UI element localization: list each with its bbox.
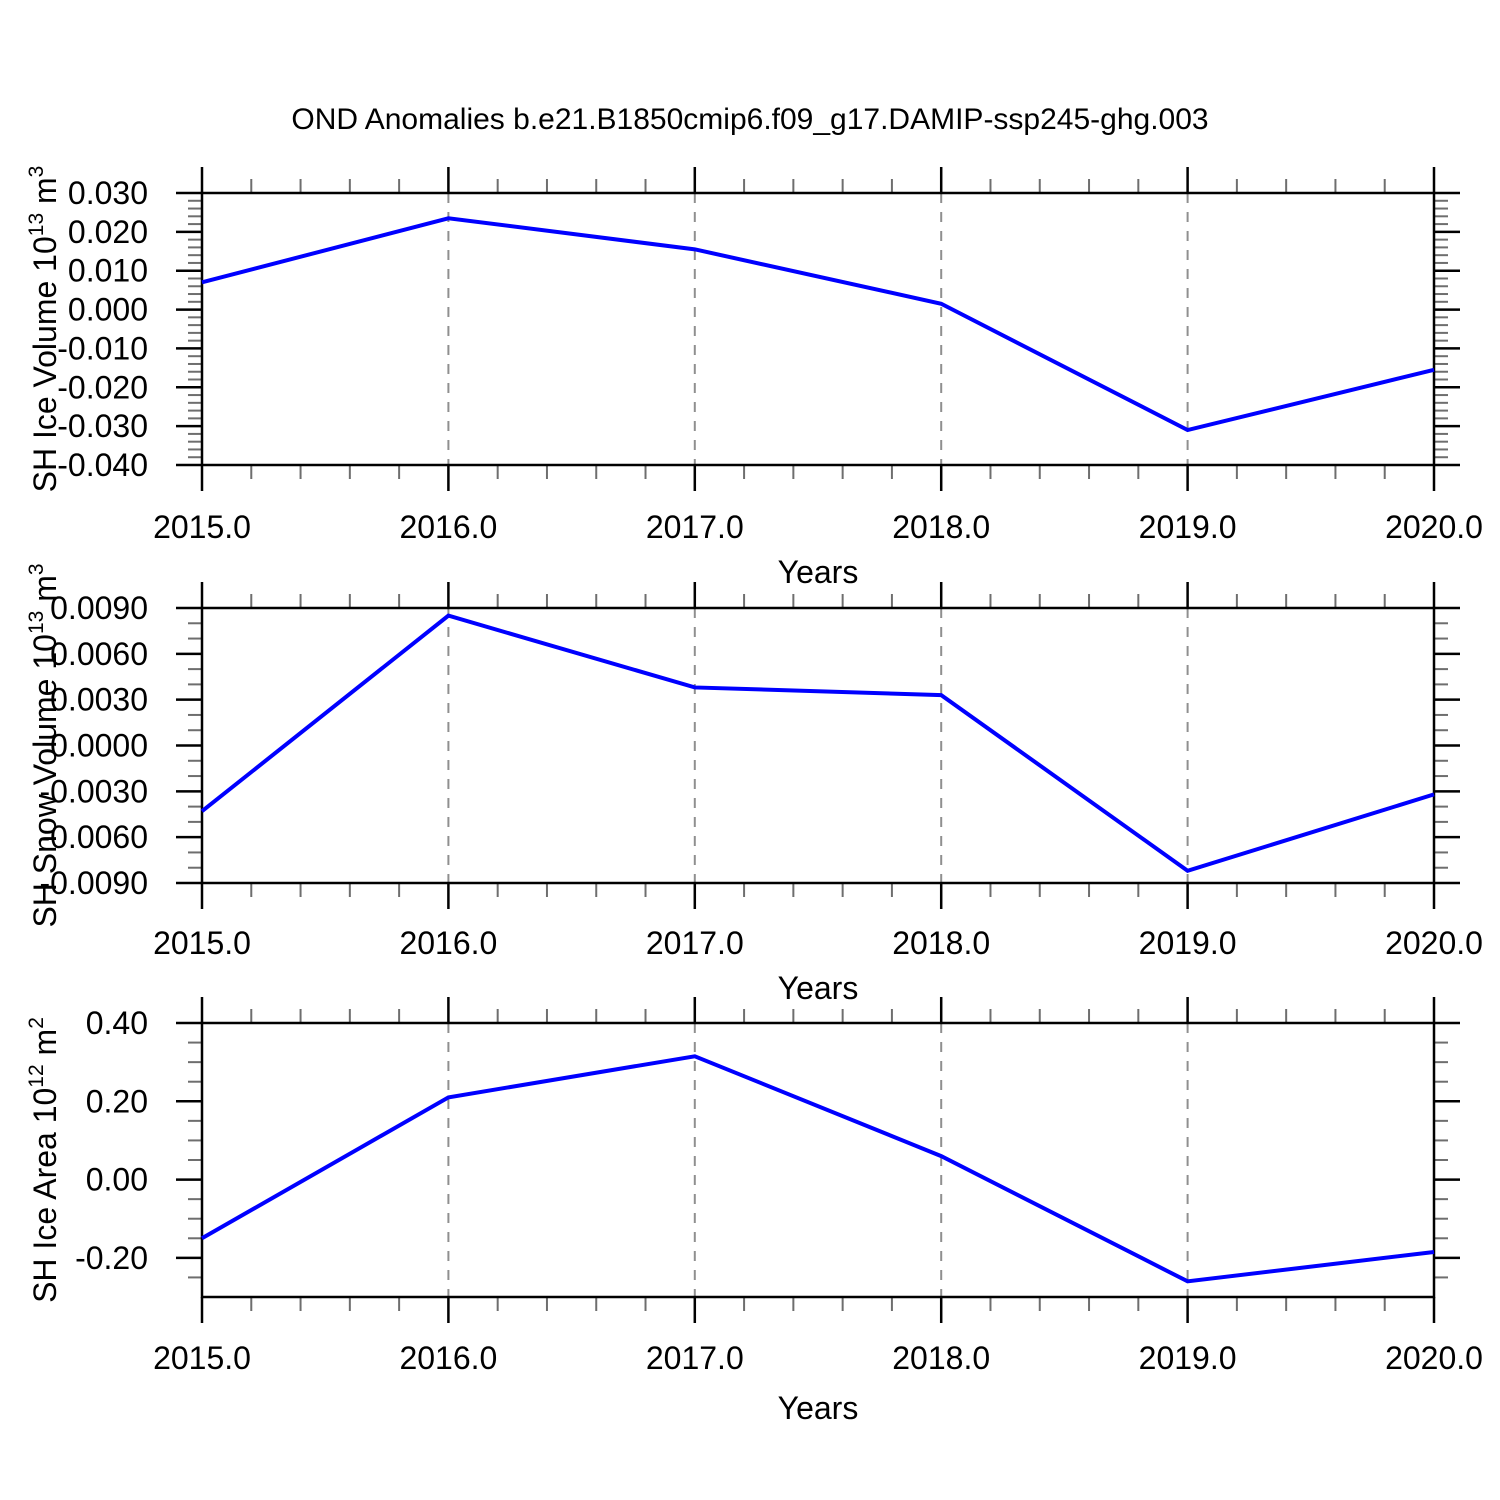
sh-ice-area-panel: 2015.0 2016.0 2017.0 2018.0 2019.0 2020.0 0.40… bbox=[25, 997, 1483, 1426]
y-axis-title: SH Snow Volume 1013 m3 bbox=[25, 563, 63, 927]
y-tick-label: -0.20 bbox=[75, 1240, 148, 1276]
y-tick-label: 0.020 bbox=[68, 214, 148, 250]
sh-ice-area-series-line bbox=[201, 1054, 1435, 1284]
y-tick-label: -0.010 bbox=[57, 330, 148, 366]
plot-frame bbox=[200, 1021, 1436, 1299]
x-tick-label: 2015.0 bbox=[153, 509, 251, 545]
x-axis-title: Years bbox=[778, 554, 859, 590]
y-tick-label: -0.0090 bbox=[39, 865, 148, 901]
plot-frame bbox=[200, 606, 1436, 885]
x-tick-label: 2020.0 bbox=[1385, 509, 1483, 545]
x-tick-label: 2017.0 bbox=[646, 1340, 744, 1376]
y-tick-label: 0.0090 bbox=[50, 590, 148, 626]
y-tick-label: -0.0060 bbox=[39, 819, 148, 855]
y-tick-label: 0.40 bbox=[86, 1005, 148, 1041]
x-tick-label: 2018.0 bbox=[892, 509, 990, 545]
y-tick-label: 0.0060 bbox=[50, 636, 148, 672]
x-tick-label: 2018.0 bbox=[892, 925, 990, 961]
x-tick-label: 2019.0 bbox=[1139, 1340, 1237, 1376]
x-tick-label: 2017.0 bbox=[646, 925, 744, 961]
x-axis-title: Years bbox=[778, 1390, 859, 1426]
x-tick-label: 2017.0 bbox=[646, 509, 744, 545]
y-tick-label: -0.040 bbox=[57, 447, 148, 483]
y-tick-label: 0.00 bbox=[86, 1162, 148, 1198]
x-tick-label: 2015.0 bbox=[153, 1340, 251, 1376]
x-tick-label: 2019.0 bbox=[1139, 925, 1237, 961]
y-tick-label: 0.010 bbox=[68, 253, 148, 289]
sh-ice-volume-series-line bbox=[201, 216, 1435, 433]
y-tick-label: 0.0030 bbox=[50, 682, 148, 718]
y-tick-label: -0.020 bbox=[57, 369, 148, 405]
chart-title: OND Anomalies b.e21.B1850cmip6.f09_g17.D… bbox=[291, 103, 1209, 136]
x-tick-label: 2015.0 bbox=[153, 925, 251, 961]
x-tick-label: 2018.0 bbox=[892, 1340, 990, 1376]
x-axis-title: Years bbox=[778, 970, 859, 1006]
y-tick-label: 0.20 bbox=[86, 1083, 148, 1119]
sh-ice-volume-panel: 2015.0 2016.0 2017.0 2018.0 2019.0 2020.0 0.03… bbox=[25, 166, 1483, 590]
y-tick-label: 0.000 bbox=[68, 292, 148, 328]
x-tick-label: 2016.0 bbox=[399, 1340, 497, 1376]
y-axis-title: SH Ice Volume 1013 m3 bbox=[25, 166, 63, 493]
y-axis-title: SH Ice Area 1012 m2 bbox=[25, 1017, 63, 1303]
x-tick-label: 2016.0 bbox=[399, 925, 497, 961]
y-tick-label: -0.030 bbox=[57, 408, 148, 444]
y-tick-label: -0.0030 bbox=[39, 773, 148, 809]
x-tick-label: 2020.0 bbox=[1385, 1340, 1483, 1376]
x-tick-label: 2020.0 bbox=[1385, 925, 1483, 961]
sh-snow-volume-series-line bbox=[200, 613, 1435, 873]
x-tick-label: 2016.0 bbox=[399, 509, 497, 545]
x-tick-label: 2019.0 bbox=[1139, 509, 1237, 545]
y-tick-label: 0.0000 bbox=[50, 728, 148, 764]
y-tick-label: 0.030 bbox=[68, 175, 148, 211]
sh-snow-volume-panel: 2015.0 2016.0 2017.0 2018.0 2019.0 2020.0 0.00… bbox=[25, 563, 1483, 1006]
plot-frame bbox=[200, 191, 1436, 467]
